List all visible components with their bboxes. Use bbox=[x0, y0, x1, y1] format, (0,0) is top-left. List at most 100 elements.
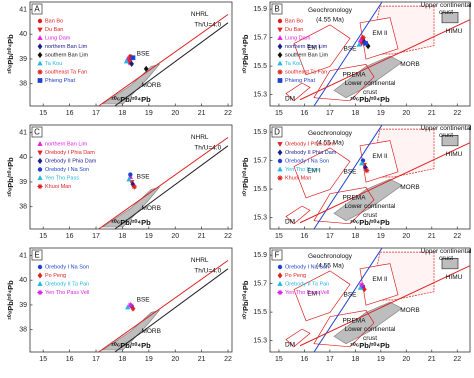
legend-label: Du Ban bbox=[45, 27, 63, 33]
y-tick-label: 40 bbox=[19, 154, 27, 161]
reference-field bbox=[333, 178, 403, 222]
y-axis-label: ²⁰⁸Pb/²⁰⁴Pb bbox=[6, 280, 15, 320]
panel-label-box bbox=[271, 249, 283, 261]
data-point bbox=[364, 167, 370, 174]
x-axis-label: ²⁰⁶Pb/²⁰⁴Pb bbox=[111, 341, 151, 350]
legend-marker bbox=[277, 149, 283, 156]
y-tick-label: 15.3 bbox=[253, 91, 267, 98]
y-axis-label: ²⁰⁸Pb/²⁰⁴Pb bbox=[6, 34, 15, 74]
annotation: HIMU bbox=[446, 28, 463, 35]
x-tick-label: 21 bbox=[428, 110, 436, 117]
y-axis-label: ²⁰⁸Pb/²⁰⁴Pb bbox=[6, 157, 15, 197]
legend-label: Ban Bo bbox=[285, 18, 303, 24]
annotation: Lower continental bbox=[345, 80, 397, 87]
y-tick-label: 39 bbox=[19, 56, 27, 63]
x-tick-label: 15 bbox=[275, 356, 283, 363]
data-point bbox=[356, 41, 362, 47]
x-tick-label: 16 bbox=[66, 110, 74, 117]
data-point bbox=[360, 34, 366, 41]
annotation: MORB bbox=[141, 328, 161, 335]
annotation: crust bbox=[363, 212, 377, 219]
panel-label-box bbox=[271, 126, 283, 138]
data-point bbox=[359, 160, 365, 166]
x-tick-label: 16 bbox=[66, 233, 74, 240]
legend-marker bbox=[37, 141, 43, 146]
x-tick-label: 16 bbox=[300, 110, 308, 117]
y-tick-label: 41 bbox=[19, 252, 27, 259]
annotation: MORB bbox=[141, 205, 161, 212]
annotation: crust bbox=[363, 335, 377, 342]
legend-label: Ta Kou bbox=[285, 61, 302, 67]
x-tick-label: 17 bbox=[92, 356, 100, 363]
reference-field bbox=[285, 82, 311, 102]
annotation: Upper continental bbox=[421, 125, 473, 132]
legend-label: Ban Bo bbox=[45, 18, 63, 24]
annotation: (4.55 Ma) bbox=[316, 262, 344, 269]
annotation: NHRL bbox=[191, 134, 209, 141]
x-tick-label: 17 bbox=[92, 233, 100, 240]
x-tick-label: 18 bbox=[119, 356, 127, 363]
x-tick-label: 17 bbox=[92, 110, 100, 117]
legend-marker bbox=[277, 60, 283, 66]
legend-label: Yen Tho Pass bbox=[285, 167, 319, 173]
x-tick-label: 15 bbox=[39, 233, 47, 240]
x-tick-label: 17 bbox=[326, 356, 334, 363]
legend-marker bbox=[277, 27, 283, 33]
legend-label: Ta Kou bbox=[45, 61, 62, 67]
legend-marker bbox=[37, 27, 43, 33]
x-tick-label: 18 bbox=[351, 110, 359, 117]
reference-field bbox=[293, 147, 351, 199]
legend-marker bbox=[37, 78, 43, 83]
data-point bbox=[143, 65, 149, 72]
legend-label: Orebody I Na Son bbox=[45, 167, 89, 173]
legend-marker bbox=[37, 272, 43, 279]
legend-marker bbox=[277, 289, 283, 296]
legend-marker bbox=[37, 157, 43, 165]
legend-marker bbox=[37, 183, 43, 190]
reference-field bbox=[293, 270, 351, 322]
legend-label: Lung Dam bbox=[285, 35, 311, 41]
annotation: Geochronology bbox=[308, 253, 353, 260]
legend-marker bbox=[277, 18, 283, 24]
legend-label: Orebody I Na Son bbox=[285, 158, 329, 164]
reference-field bbox=[333, 55, 403, 99]
reference-field bbox=[98, 137, 229, 230]
legend-marker bbox=[277, 264, 283, 270]
reference-field bbox=[293, 24, 351, 76]
x-tick-label: 16 bbox=[300, 233, 308, 240]
x-tick-label: 18 bbox=[351, 233, 359, 240]
reference-field bbox=[313, 64, 375, 102]
reference-field bbox=[299, 142, 471, 224]
reference-field bbox=[441, 258, 459, 270]
annotation: MORB bbox=[400, 307, 420, 314]
legend-marker bbox=[277, 281, 283, 286]
annotation: Geochronology bbox=[308, 130, 353, 137]
legend-marker bbox=[37, 35, 43, 40]
y-tick-label: 15.3 bbox=[253, 214, 267, 221]
y-tick-label: 15.9 bbox=[253, 252, 267, 259]
annotation: EM II bbox=[372, 276, 387, 283]
annotation: Th/U=4.0 bbox=[194, 268, 221, 275]
x-tick-label: 20 bbox=[402, 110, 410, 117]
legend-label: Orebody II Phia Dam bbox=[285, 150, 337, 156]
legend-label: Orebody I Phia Dam bbox=[45, 150, 95, 156]
reference-field bbox=[359, 17, 399, 60]
x-tick-label: 19 bbox=[377, 110, 385, 117]
legend-marker bbox=[37, 167, 43, 172]
legend-marker bbox=[277, 158, 283, 164]
annotation: PREMA bbox=[342, 72, 366, 79]
data-point bbox=[130, 305, 136, 312]
x-tick-label: 22 bbox=[453, 356, 461, 363]
annotation: NHRL bbox=[191, 257, 209, 264]
annotation: BSE bbox=[343, 292, 357, 299]
panel-label: D bbox=[274, 128, 280, 137]
reference-field bbox=[299, 265, 471, 347]
legend-label: Orebody I Na Son bbox=[285, 264, 329, 270]
annotation: EM II bbox=[372, 30, 387, 37]
x-tick-label: 16 bbox=[300, 356, 308, 363]
legend-marker bbox=[277, 69, 283, 75]
legend-label: southern Ban Lim bbox=[45, 52, 89, 58]
legend-marker bbox=[277, 43, 283, 50]
y-axis-label: ²⁰⁷Pb/²⁰⁴Pb bbox=[241, 157, 250, 196]
legend-label: Orebody II Ta Pan bbox=[45, 281, 89, 287]
